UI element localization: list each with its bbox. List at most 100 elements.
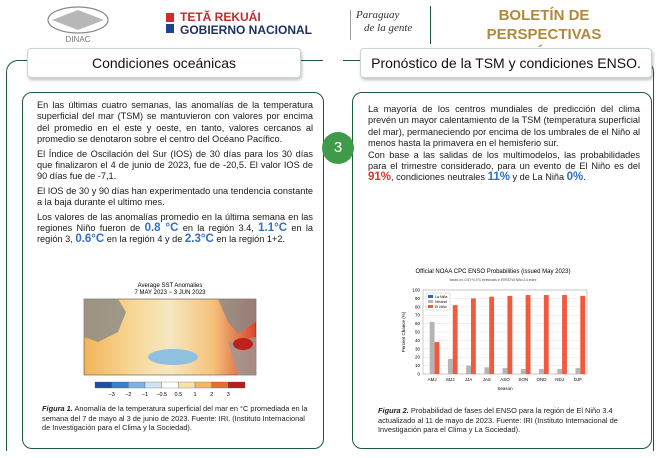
colorbar-swatch [228, 381, 246, 389]
slogan-line1: Paraguay [356, 9, 400, 21]
y-tick-label: 70 [415, 313, 421, 318]
bar [489, 296, 495, 374]
colorbar-label: 2 [210, 392, 213, 398]
x-tick-label: JAS [483, 377, 491, 382]
bar [539, 368, 544, 374]
page-number: 3 [322, 132, 354, 164]
paragraph: Los valores de las anomalías promedio en… [37, 212, 313, 246]
chart-subtitle: based on -0.5°/+0.5°C thresholds in ERSS… [450, 278, 537, 282]
highlight-value: 91% [368, 171, 392, 184]
highlight-value: 1.1°C [258, 222, 288, 235]
colorbar-swatch [128, 381, 146, 389]
paragraph: Con base a las salidas de los multimodel… [368, 150, 640, 184]
title-line1: BOLETÍN DE PERSPECTIVAS [486, 7, 602, 43]
caption-label: Figura 1. [42, 404, 73, 413]
colorbar-label: 0.5 [175, 392, 183, 398]
legend-swatch [428, 295, 433, 298]
y-tick-label: 30 [415, 346, 421, 351]
y-axis-label: Percent Chance (%) [401, 311, 406, 352]
paragraph: El IOS de 30 y 90 días han experimentado… [37, 186, 313, 209]
chart-title: Official NOAA CPC ENSO Probabilities (is… [416, 269, 571, 275]
gov-line2: GOBIERNO NACIONAL [180, 23, 312, 37]
bar [520, 368, 526, 374]
legend-label: Neutral [435, 300, 447, 304]
x-tick-label: ASO [500, 377, 510, 382]
figure1-caption: Figura 1. Anomalía de la temperatura sup… [42, 404, 314, 433]
y-tick-label: 50 [415, 330, 421, 335]
bar [562, 295, 567, 374]
colorbar-label: 3 [227, 392, 230, 398]
slogan-line2: de la gente [364, 22, 413, 34]
map-title: Average SST Anomalies [138, 283, 203, 289]
x-tick-label: OND [536, 377, 547, 382]
text-run: El IOS de 30 y 90 días han experimentado… [37, 185, 313, 208]
text-run: en la región 3.4, [178, 223, 259, 234]
right-panel [352, 92, 652, 449]
x-tick-label: DJF [574, 377, 582, 382]
bar [543, 295, 549, 374]
colorbar-swatch [111, 381, 129, 389]
left-text: En las últimas cuatro semanas, las anoma… [37, 100, 313, 249]
x-axis-label: Season [497, 386, 513, 391]
x-tick-label: JJA [465, 377, 473, 382]
legend-label: El Niño [435, 305, 447, 309]
text-run: en la región 4 y de [104, 234, 185, 245]
flag-red [166, 13, 174, 22]
figure2-caption: Figura 2. Probabilidad de fases del ENSO… [378, 406, 640, 435]
colorbar-swatch [144, 381, 162, 389]
bar [470, 298, 476, 374]
y-tick-label: 60 [415, 321, 421, 326]
bar [525, 295, 531, 374]
paragraph: El Índice de Oscilación del Sur (IOS) de… [37, 149, 313, 183]
left-panel [22, 92, 324, 449]
highlight-value: 0% [566, 171, 584, 184]
text-run: En las últimas cuatro semanas, las anoma… [37, 100, 313, 145]
divider [350, 10, 351, 40]
colorbar-label: −3 [109, 392, 115, 398]
y-tick-label: 20 [415, 355, 421, 360]
highlight-value: 2.3°C [184, 233, 214, 246]
x-tick-label: MJJ [446, 377, 454, 382]
paragraph: En las últimas cuatro semanas, las anoma… [37, 100, 313, 146]
bar [434, 342, 440, 374]
dinac-logo: DINAC [47, 6, 109, 44]
text-run: Con base a las salidas de los multimodel… [368, 149, 640, 172]
text-run: Los valores de las anomalías promedio en… [37, 211, 313, 234]
caption-text: Anomalía de la temperatura superficial d… [42, 404, 308, 433]
right-text: La mayoría de los centros mundiales de p… [368, 104, 640, 184]
colorbar-swatch [161, 381, 179, 389]
legend-swatch [428, 305, 433, 308]
y-tick-label: 80 [415, 304, 421, 309]
colorbar-label: −0.5 [156, 392, 167, 398]
bar [507, 295, 513, 374]
bar [575, 368, 581, 374]
logo-text: DINAC [66, 35, 91, 44]
bar [447, 358, 453, 374]
text-run: en la región 3, [37, 223, 313, 245]
highlight-value: 0.8 °C [144, 222, 179, 235]
colorbar-swatch [94, 381, 112, 389]
colorbar-label: −1 [142, 392, 148, 398]
x-tick-label: NDJ [555, 377, 564, 382]
y-tick-label: 10 [415, 363, 421, 368]
text-run: La mayoría de los centros mundiales de p… [368, 104, 641, 149]
bar [429, 321, 435, 374]
text-run: , condiciones neutrales [391, 172, 488, 183]
gov-line1: TETÃ REKUÁI [180, 10, 261, 24]
y-tick-label: 0 [417, 372, 420, 377]
bar [452, 305, 458, 374]
bar [580, 295, 586, 374]
bar [557, 368, 563, 374]
x-tick-label: AMJ [428, 377, 437, 382]
flag-blue [166, 24, 174, 33]
colorbar-swatch [178, 381, 196, 389]
y-tick-label: 40 [415, 338, 421, 343]
right-heading: Pronóstico de la TSM y condiciones ENSO. [360, 48, 652, 78]
text-run: El Índice de Oscilación del Sur (IOS) de… [37, 148, 313, 182]
map-dates: 7 MAY 2023 − 3 JUN 2023 [135, 290, 207, 296]
colorbar-label: −2 [125, 392, 131, 398]
divider [430, 6, 431, 44]
text-run: . [583, 172, 586, 183]
left-heading: Condiciones oceánicas [27, 48, 301, 78]
bar [484, 367, 490, 374]
